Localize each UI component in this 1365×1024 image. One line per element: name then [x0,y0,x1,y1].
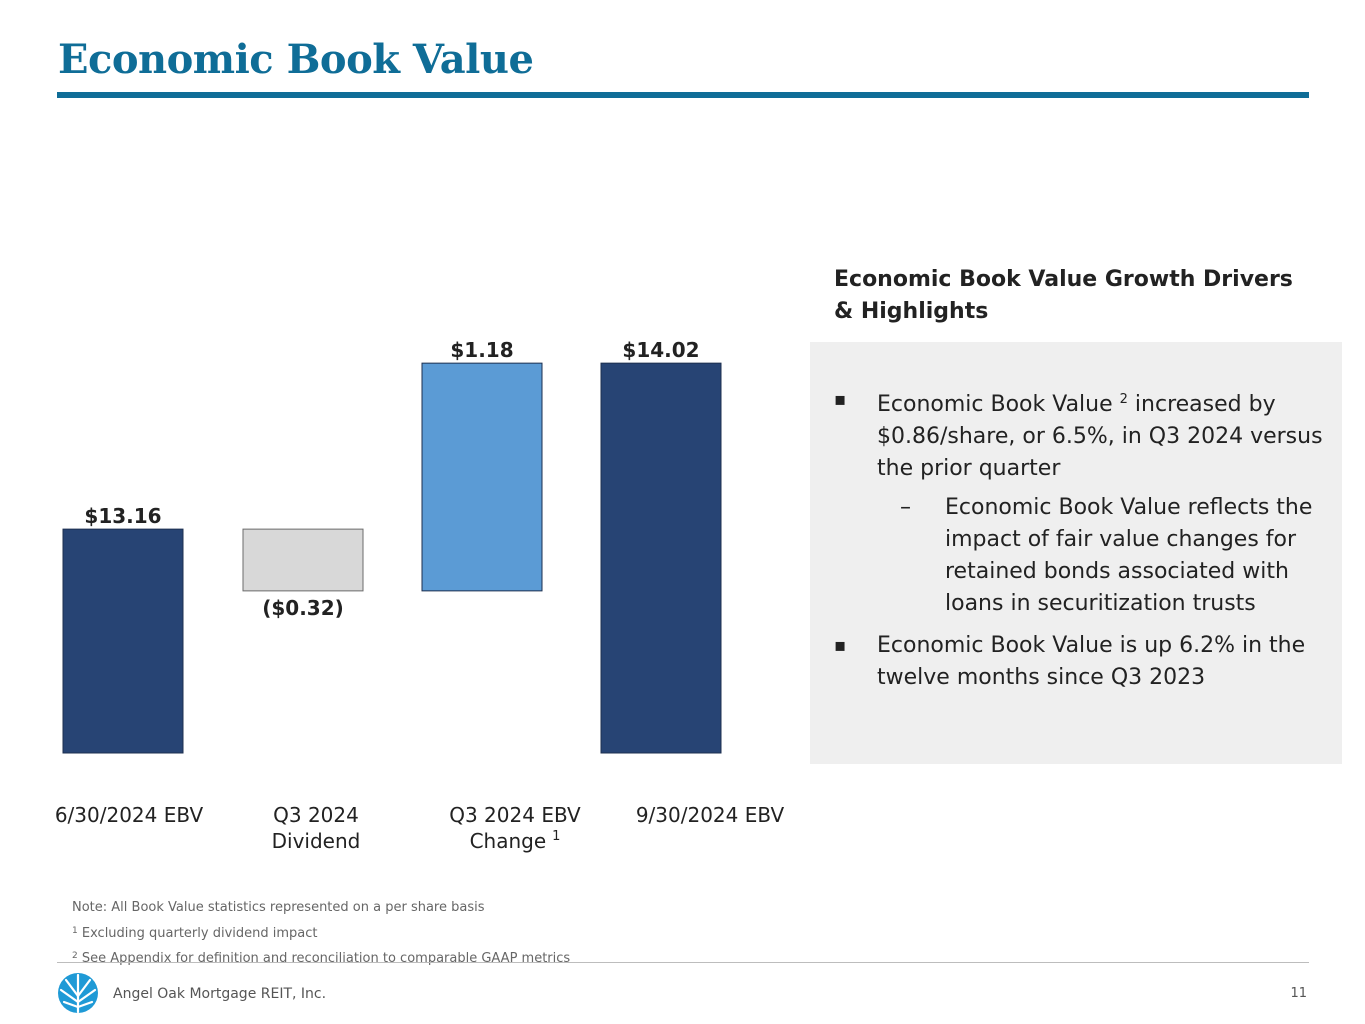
footnote-1: 1 Excluding quarterly dividend impact [72,920,570,946]
category-label-4: 9/30/2024 EBV [636,803,785,827]
note-text: Note: All Book Value statistics represen… [72,900,485,915]
bullet-text-part: increased by $0.86/share, or 6.5%, in Q3… [877,392,1323,481]
ebv-waterfall-chart: $13.16 ($0.32) $1.18 $14.02 6/30/2024 EBV Q3 … [55,338,785,853]
bar-3 [421,362,543,592]
category-label-3: Q3 2024 EBV Change 1 [449,803,581,853]
footnote-ref: 2 [1119,392,1128,407]
footnote-2-text: See Appendix for definition and reconcil… [77,951,571,966]
company-logo-icon [58,973,98,1014]
bullet-marker: ▪ [834,389,847,410]
footer-divider [57,962,1309,963]
sub-bullet-marker: – [900,495,911,520]
bullet-text-part: Economic Book Value [877,392,1120,417]
footnotes: Note: All Book Value statistics represen… [72,896,570,971]
footnote-1-mark: 1 [72,925,78,936]
footnote-1-text: Excluding quarterly dividend impact [77,925,318,941]
category-label-1: 6/30/2024 EBV [55,803,204,827]
panel-heading: Economic Book Value Growth Drivers & Hig… [834,267,1293,324]
bar-1 [62,528,184,754]
footnote-2-mark: 2 [72,951,78,961]
bullet-text: Economic Book Value is up 6.2% in the tw… [877,633,1306,690]
title-divider [57,92,1309,98]
footnote-2: 2 See Appendix for definition and reconc… [72,945,570,971]
data-label-3: $1.18 [450,338,513,362]
data-label-2: ($0.32) [262,596,344,620]
bar-4 [600,362,722,754]
data-label-1: $13.16 [84,504,161,528]
bullet-text: Economic Book Value 2 increased by $0.86… [877,384,1337,485]
bar-2 [242,528,364,592]
bullet-marker: ▪ [834,635,847,656]
data-label-4: $14.02 [622,338,699,362]
company-name: Angel Oak Mortgage REIT, Inc. [113,986,327,1002]
category-label-2: Q3 2024 Dividend [272,803,361,853]
page-number: 11 [1290,986,1307,1001]
page-title: Economic Book Value [58,36,534,83]
sub-bullet-text: Economic Book Value reflects the impact … [945,495,1313,616]
highlights-panel [810,342,1342,764]
